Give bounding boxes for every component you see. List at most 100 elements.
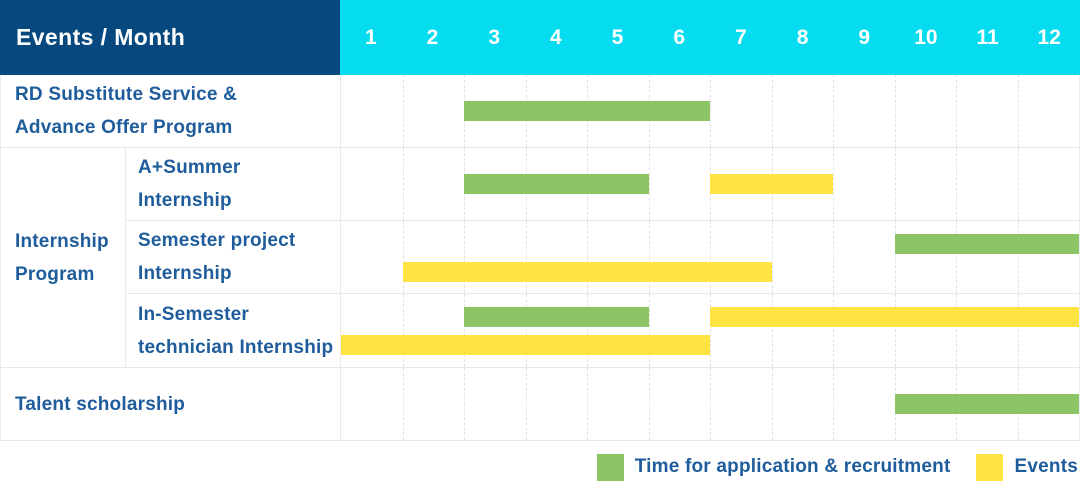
legend-label: Time for application & recruitment — [634, 456, 951, 477]
month-gridline — [402, 75, 404, 147]
row-label-semester-project-internship: Semester project Internship — [126, 221, 341, 293]
row-label-line: Internship — [138, 190, 232, 211]
month-gridline — [402, 221, 404, 293]
green-gantt-bar — [464, 307, 649, 327]
month-gridline — [833, 368, 834, 440]
month-gridline — [833, 294, 834, 367]
month-label: 10 — [914, 25, 938, 49]
header-title: Events / Month — [0, 0, 340, 75]
month-label: 5 — [611, 25, 624, 49]
month-gridline — [710, 368, 711, 440]
timeline-cell — [341, 75, 1079, 147]
green-gantt-bar — [464, 174, 649, 194]
month-gridline — [956, 294, 957, 367]
timeline-cell — [341, 148, 1079, 220]
yellow-swatch-icon — [976, 453, 1004, 481]
month-gridline — [464, 368, 465, 440]
table-row: RD Substitute Service & Advance Offer Pr… — [1, 75, 1079, 148]
row-label-rd-substitute: RD Substitute Service & Advance Offer Pr… — [1, 75, 341, 147]
gantt-chart: Events / Month 1 2 3 4 5 6 7 8 9 10 11 12 RD Substi… — [0, 0, 1080, 441]
month-gridline — [956, 148, 957, 220]
row-label-line: In-Semester — [138, 303, 249, 325]
month-gridline — [587, 368, 588, 440]
legend-item-application-recruitment: Time for application & recruitment — [596, 453, 951, 481]
row-label-line: Talent scholarship — [15, 393, 186, 415]
month-gridline — [525, 368, 527, 440]
month-gridline — [587, 221, 588, 293]
month-gridline — [1017, 75, 1019, 147]
month-label: 8 — [796, 25, 809, 49]
month-gridline — [1017, 148, 1019, 220]
month-label: 6 — [673, 25, 686, 49]
month-gridline — [771, 75, 773, 147]
timeline-cell — [341, 294, 1079, 367]
row-label-in-semester-technician-internship: In-Semester technician Internship — [126, 294, 341, 367]
group-label-line: Program — [15, 263, 95, 285]
month-label: 7 — [735, 25, 747, 49]
yellow-gantt-bar — [710, 307, 1079, 327]
green-gantt-bar — [894, 394, 1079, 414]
month-gridline — [771, 294, 773, 367]
table-row: A+Summer Internship — [126, 148, 1079, 221]
row-label-line: RD Substitute Service & — [15, 84, 238, 105]
month-gridline — [894, 294, 896, 367]
month-gridline — [956, 221, 957, 293]
green-gantt-bar — [894, 234, 1079, 254]
month-label: 3 — [488, 25, 501, 49]
month-gridline — [894, 148, 896, 220]
row-label-line: Semester project — [138, 230, 296, 251]
yellow-gantt-bar — [402, 262, 772, 282]
row-label-line: technician Internship — [138, 336, 334, 358]
yellow-gantt-bar — [710, 174, 833, 194]
month-gridline — [525, 294, 527, 367]
month-gridline — [710, 75, 711, 147]
month-gridline — [648, 294, 650, 367]
row-label-a-summer-internship: A+Summer Internship — [126, 148, 341, 220]
month-gridline — [710, 294, 711, 367]
month-label: 9 — [858, 25, 871, 49]
month-gridline — [464, 294, 465, 367]
month-gridline — [710, 221, 711, 293]
month-header: 1 2 3 4 5 6 7 8 9 10 11 12 — [340, 0, 1080, 75]
table-row: Semester project Internship — [126, 221, 1079, 294]
row-label-line: Internship — [138, 263, 232, 284]
table-row: Talent scholarship — [1, 368, 1079, 441]
month-gridline — [402, 294, 404, 367]
legend-label: Events — [1014, 456, 1078, 477]
month-gridline — [771, 221, 773, 293]
header-row: Events / Month 1 2 3 4 5 6 7 8 9 10 11 12 — [0, 0, 1080, 75]
legend-item-events: Events — [976, 453, 1078, 481]
table-row: In-Semester technician Internship — [126, 294, 1079, 367]
month-gridline — [894, 221, 896, 293]
timeline-cell — [341, 221, 1079, 293]
row-label-talent-scholarship: Talent scholarship — [1, 368, 341, 440]
month-label: 4 — [550, 25, 562, 49]
group-rows: A+Summer Internship Semester project Int… — [126, 148, 1079, 367]
row-label-line: A+Summer — [138, 157, 241, 178]
group-internship-program: Internship Program A+Summer Internship S… — [1, 148, 1079, 368]
legend: Time for application & recruitment Event… — [0, 441, 1080, 493]
month-gridline — [525, 221, 527, 293]
month-gridline — [1017, 294, 1019, 367]
timeline-cell — [341, 368, 1079, 440]
month-label: 12 — [1037, 25, 1061, 49]
month-gridline — [894, 75, 896, 147]
month-gridline — [833, 148, 834, 220]
month-gridline — [402, 368, 404, 440]
month-gridline — [771, 368, 773, 440]
month-label: 11 — [976, 25, 999, 49]
month-gridline — [587, 294, 588, 367]
month-label: 1 — [364, 25, 377, 49]
month-gridline — [833, 75, 834, 147]
gantt-body: RD Substitute Service & Advance Offer Pr… — [0, 75, 1080, 441]
group-label: Internship Program — [1, 148, 126, 367]
month-gridline — [833, 221, 834, 293]
month-gridline — [648, 368, 650, 440]
month-label: 2 — [426, 25, 439, 49]
month-gridline — [402, 148, 404, 220]
yellow-gantt-bar — [341, 335, 710, 355]
green-swatch-icon — [596, 453, 624, 481]
month-gridline — [464, 221, 465, 293]
month-gridline — [956, 75, 957, 147]
month-gridline — [648, 148, 650, 220]
